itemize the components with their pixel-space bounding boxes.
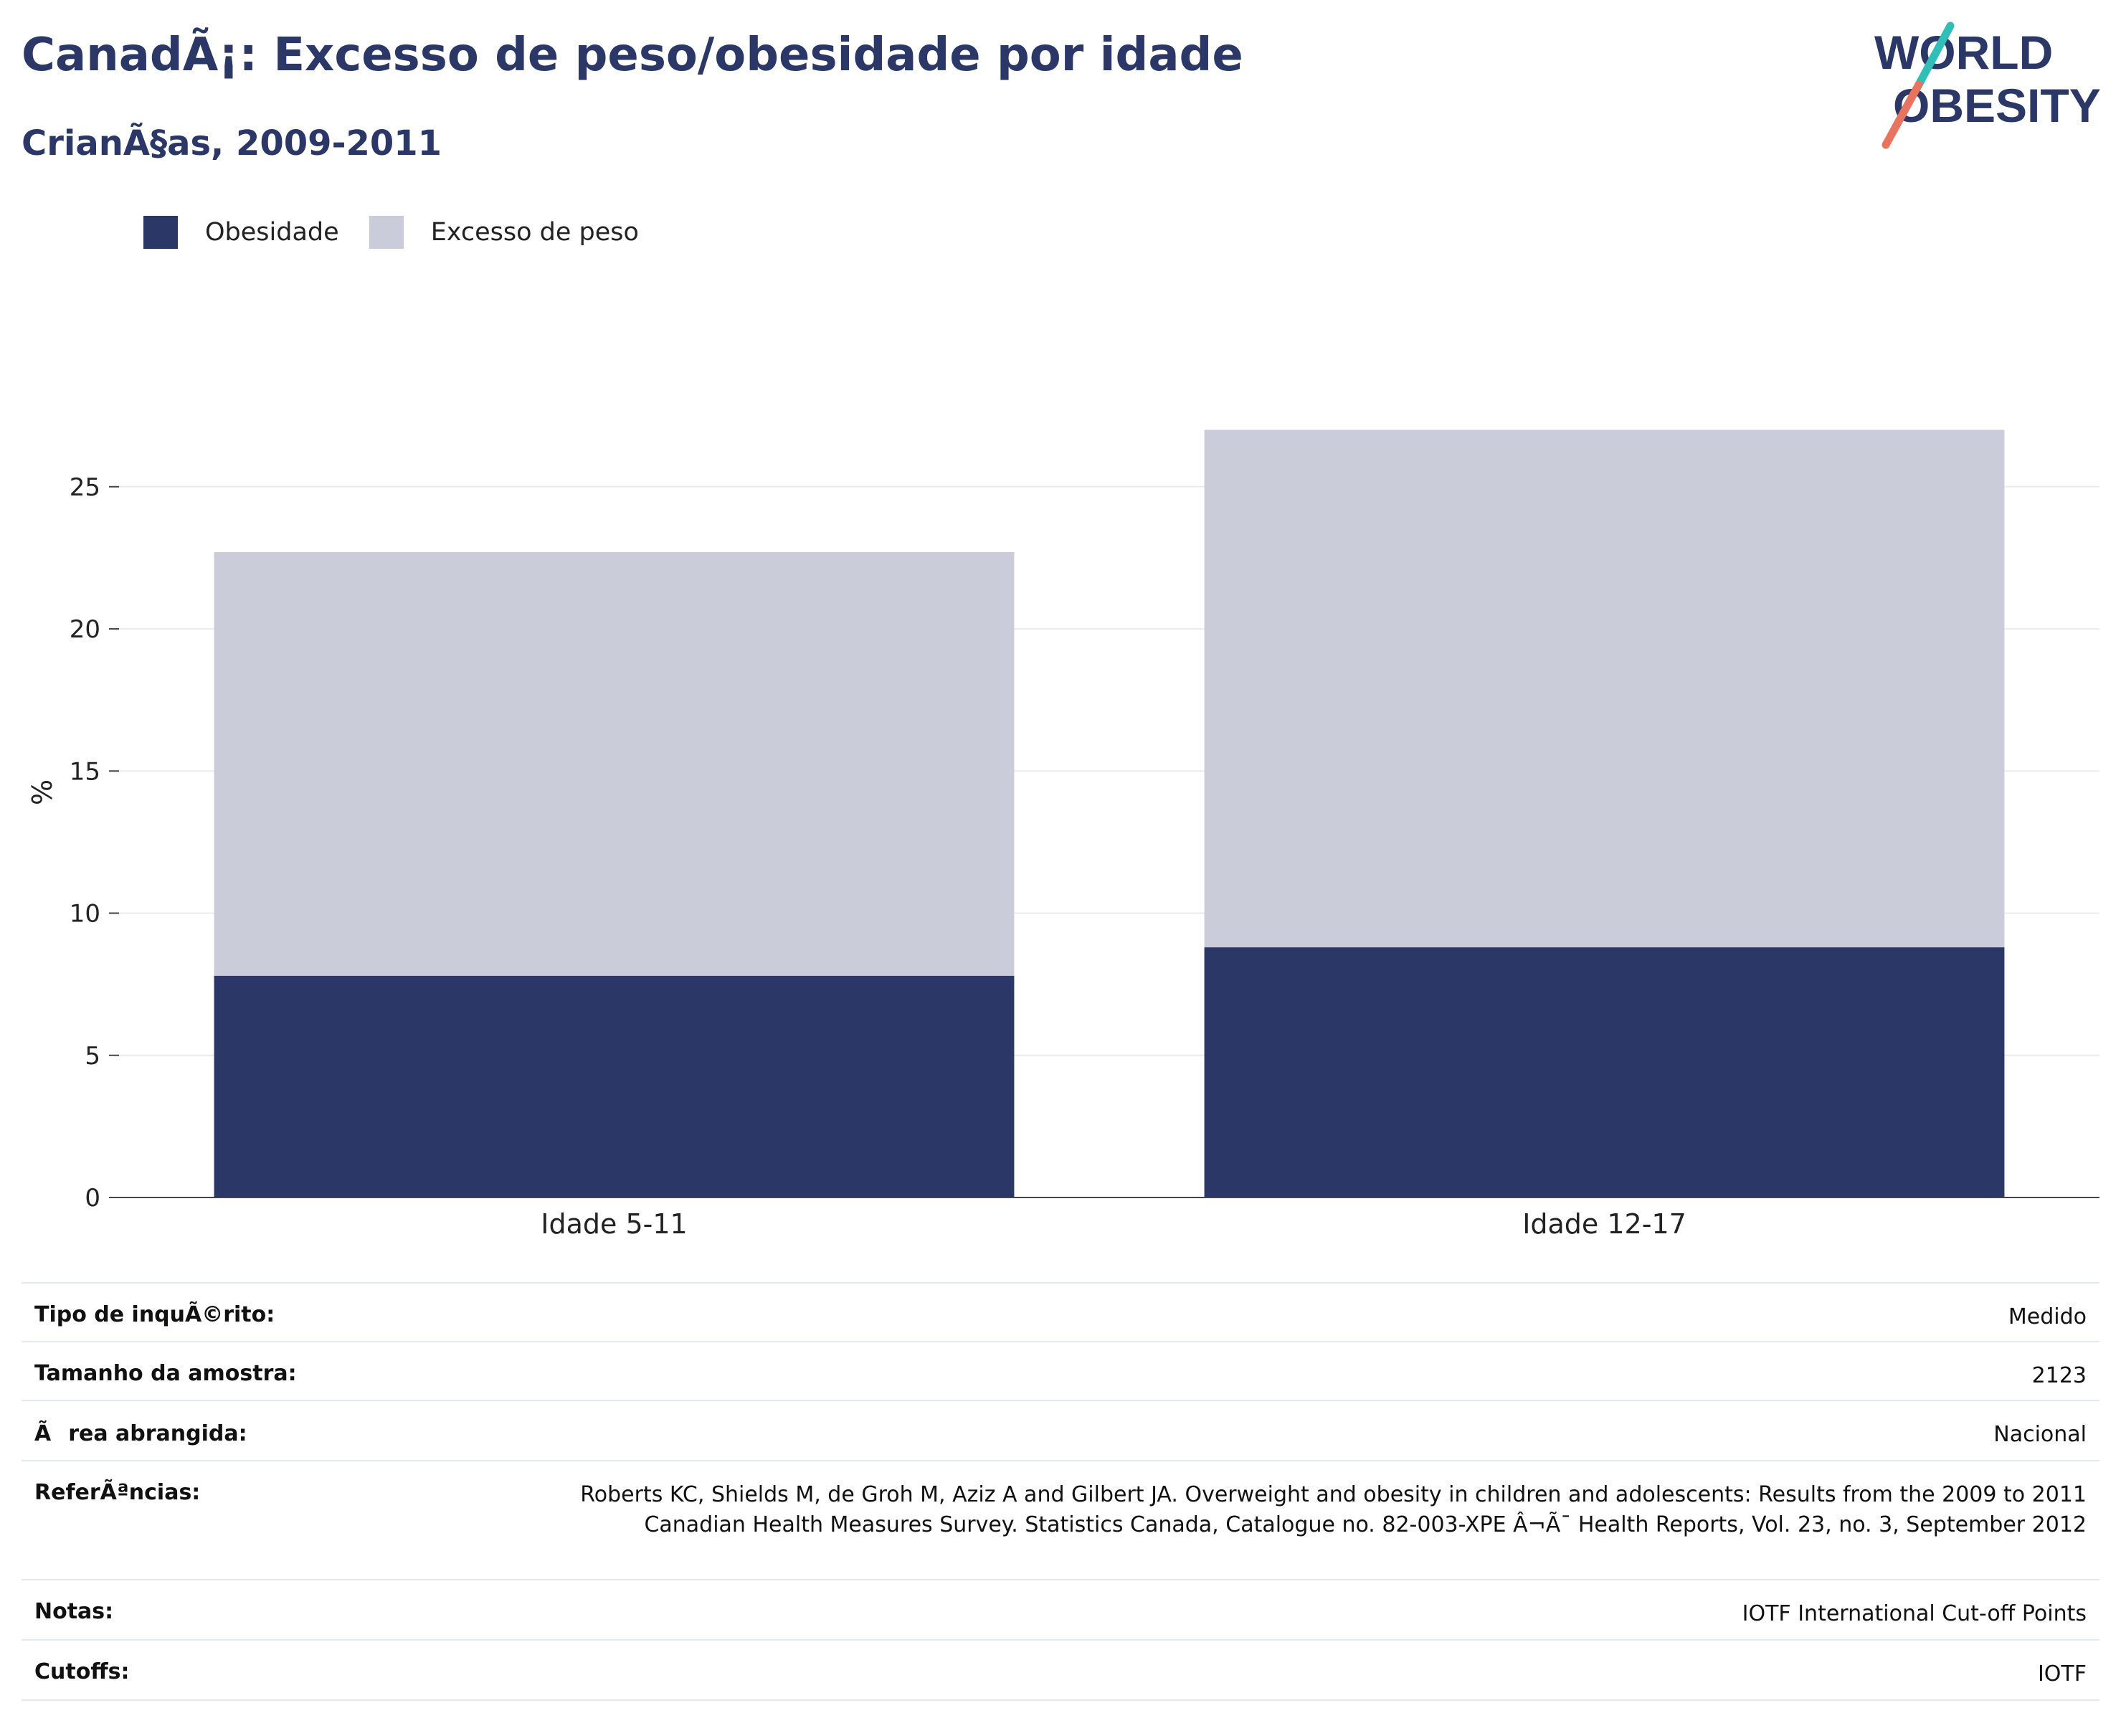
y-tick-label: 5 (85, 1042, 100, 1071)
meta-key: Notas: (34, 1599, 114, 1624)
meta-row-survey-type: Tipo de inquÃ©rito: Medido (22, 1284, 2099, 1342)
meta-key: Cutoffs: (34, 1659, 130, 1684)
meta-value: 2123 (2031, 1363, 2087, 1388)
meta-value: IOTF (2037, 1661, 2087, 1687)
meta-row-cutoffs: Cutoffs: IOTF (22, 1641, 2099, 1701)
y-tick-label: 15 (70, 757, 100, 786)
meta-key: Ãrea abrangida: (34, 1421, 247, 1446)
logo-slash-bottom (1882, 80, 1923, 149)
legend-swatch-obesidade (143, 216, 178, 249)
legend-label-obesidade: Obesidade (205, 218, 339, 247)
y-tick-label: 20 (70, 615, 100, 644)
survey-metadata-table: Tipo de inquÃ©rito: Medido Tamanho da am… (22, 1282, 2099, 1701)
bar-excesso-de-peso-0 (214, 551, 1015, 976)
meta-row-notes: Notas: IOTF International Cut-off Points (22, 1580, 2099, 1641)
meta-value: Roberts KC, Shields M, de Groh M, Aziz A… (580, 1482, 2087, 1537)
world-obesity-logo: WORLD OBESITY (1874, 22, 2101, 149)
logo-slash-top (1914, 22, 1955, 89)
meta-value: Nacional (1993, 1422, 2087, 1447)
meta-row-sample-size: Tamanho da amostra: 2123 (22, 1342, 2099, 1401)
meta-value: IOTF International Cut-off Points (1742, 1601, 2087, 1626)
legend-label-excesso-de-peso: Excesso de peso (430, 218, 639, 247)
meta-row-area-covered: Ãrea abrangida: Nacional (22, 1401, 2099, 1461)
legend-item-excesso-de-peso[interactable]: Excesso de peso (369, 216, 639, 249)
meta-value: Medido (2008, 1304, 2087, 1329)
chart-title: CanadÃ¡: Excesso de peso/obesidade por i… (22, 29, 1243, 82)
legend-swatch-excesso-de-peso (369, 216, 404, 249)
meta-key: Tamanho da amostra: (34, 1361, 297, 1386)
meta-key: Tipo de inquÃ©rito: (34, 1302, 275, 1327)
y-tick-label: 25 (70, 473, 100, 502)
x-tick-label: Idade 5-11 (541, 1208, 687, 1240)
bar-obesidade-1 (1204, 947, 2005, 1197)
bar-excesso-de-peso-1 (1204, 430, 2005, 948)
logo-line2: OBESITY (1893, 79, 2101, 132)
y-tick-label: 0 (85, 1184, 100, 1213)
meta-key: ReferÃªncias: (34, 1480, 201, 1505)
chart-legend: Obesidade Excesso de peso (143, 214, 669, 251)
x-tick-label: Idade 12-17 (1522, 1208, 1686, 1240)
y-tick-label: 10 (70, 900, 100, 929)
logo-line1: WORLD (1874, 26, 2053, 79)
bar-obesidade-0 (214, 975, 1015, 1197)
bar-chart: 0 5 10 15 20 25% Idade 5-11 Idade 12-17 (27, 430, 2099, 1240)
meta-row-references: ReferÃªncias: Roberts KC, Shields M, de … (22, 1461, 2099, 1580)
chart-subtitle: CrianÃ§as, 2009-2011 (22, 123, 442, 163)
y-axis-label: % (27, 779, 58, 805)
legend-item-obesidade[interactable]: Obesidade (143, 216, 339, 249)
